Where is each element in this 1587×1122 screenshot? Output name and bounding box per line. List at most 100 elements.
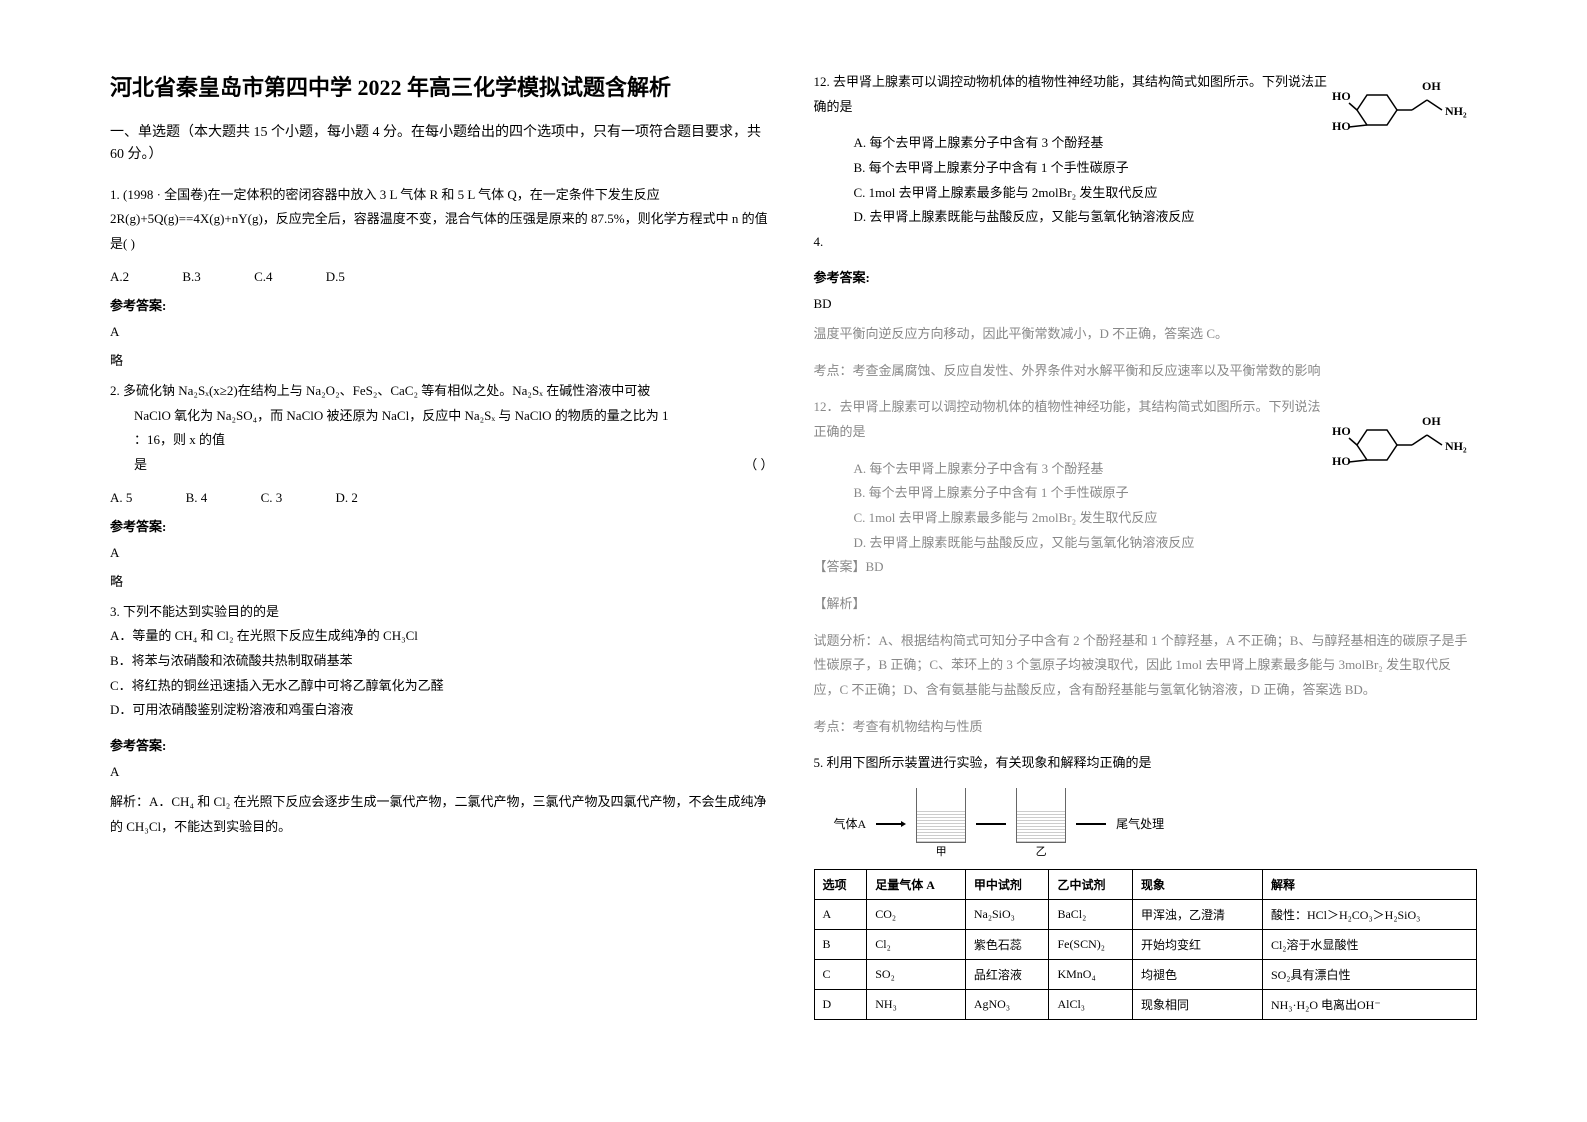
table-cell: AgNO₃	[965, 990, 1049, 1020]
q12-block: HO HO OH NH₂ 12. 去甲肾上腺素可以调控动物机体的植物性神经功能，…	[814, 70, 1478, 230]
apparatus-diagram: 气体A 甲 乙 尾气处理	[834, 788, 1478, 859]
th-1: 足量气体 A	[867, 870, 966, 900]
q1-optB: B.3	[182, 269, 200, 284]
q12-answer-label: 参考答案:	[814, 267, 1478, 286]
section-header: 一、单选题（本大题共 15 个小题，每小题 4 分。在每小题给出的四个选项中，只…	[110, 122, 774, 167]
th-4: 现象	[1133, 870, 1263, 900]
q3-optD: D．可用浓硝酸鉴别淀粉溶液和鸡蛋白溶液	[110, 698, 774, 723]
q2-optB: B. 4	[186, 490, 208, 505]
q12b-explain: 试题分析：A、根据结构简式可知分子中含有 2 个酚羟基和 1 个醇羟基，A 不正…	[814, 629, 1478, 703]
q12b-block: HO HO OH NH₂ 12．去甲肾上腺素可以调控动物机体的植物性神经功能，其…	[814, 395, 1478, 555]
q1-explain: 略	[110, 350, 774, 369]
svg-text:HO: HO	[1332, 89, 1351, 103]
q2-answer: A	[110, 545, 774, 561]
q12b-point: 考点：考查有机物结构与性质	[814, 715, 1478, 740]
q2-options: A. 5 B. 4 C. 3 D. 2	[110, 490, 774, 506]
q2-line3: ：16，则 x 的值	[134, 428, 774, 453]
question-1: 1. (1998 · 全国卷)在一定体积的密闭容器中放入 3 L 气体 R 和 …	[110, 183, 774, 257]
right-column: HO HO OH NH₂ 12. 去甲肾上腺素可以调控动物机体的植物性神经功能，…	[794, 70, 1498, 1082]
svg-text:OH: OH	[1422, 79, 1441, 93]
th-5: 解释	[1262, 870, 1476, 900]
svg-text:HO: HO	[1332, 119, 1351, 133]
q5-text: 5. 利用下图所示装置进行实验，有关现象和解释均正确的是	[814, 751, 1478, 776]
q12b-answer-label: 【答案】BD	[814, 555, 1478, 580]
table-cell: 酸性：HCl＞H₂CO₃＞H₂SiO₃	[1262, 900, 1476, 930]
svg-text:HO: HO	[1332, 424, 1351, 438]
q12-explain2: 考点：考查金属腐蚀、反应自发性、外界条件对水解平衡和反应速率以及平衡常数的影响	[814, 359, 1478, 384]
table-cell: Cl₂溶于水显酸性	[1262, 930, 1476, 960]
table-cell: NH₃	[867, 990, 966, 1020]
table-cell: A	[814, 900, 867, 930]
beaker2-label: 乙	[1016, 843, 1066, 859]
table-cell: C	[814, 960, 867, 990]
experiment-table: 选项 足量气体 A 甲中试剂 乙中试剂 现象 解释 ACO₂Na₂SiO₃BaC…	[814, 869, 1478, 1020]
molecule-diagram-2: HO HO OH NH₂	[1327, 410, 1477, 485]
q1-optA: A.2	[110, 269, 129, 284]
q2-optD: D. 2	[335, 490, 357, 505]
table-cell: B	[814, 930, 867, 960]
q2-optA: A. 5	[110, 490, 132, 505]
q2-line4: 是	[134, 453, 147, 478]
q12b-optC: C. 1mol 去甲肾上腺素最多能与 2molBr₂ 发生取代反应	[854, 506, 1478, 531]
gas-a-label: 气体A	[834, 815, 867, 832]
q3-answer: A	[110, 764, 774, 780]
table-cell: 现象相同	[1133, 990, 1263, 1020]
svg-text:NH₂: NH₂	[1445, 439, 1467, 453]
th-3: 乙中试剂	[1049, 870, 1133, 900]
table-cell: BaCl₂	[1049, 900, 1133, 930]
table-cell: KMnO₄	[1049, 960, 1133, 990]
th-0: 选项	[814, 870, 867, 900]
page-title: 河北省秦皇岛市第四中学 2022 年高三化学模拟试题含解析	[110, 70, 774, 102]
q3-optA: A．等量的 CH₄ 和 Cl₂ 在光照下反应生成纯净的 CH₃Cl	[110, 624, 774, 649]
beaker-1	[916, 788, 966, 843]
question-3: 3. 下列不能达到实验目的的是 A．等量的 CH₄ 和 Cl₂ 在光照下反应生成…	[110, 600, 774, 723]
q2-answer-label: 参考答案:	[110, 516, 774, 535]
q3-answer-label: 参考答案:	[110, 735, 774, 754]
tail-gas-label: 尾气处理	[1116, 815, 1164, 832]
q12-optB: B. 每个去甲肾上腺素分子中含有 1 个手性碳原子	[854, 156, 1478, 181]
q12-optC: C. 1mol 去甲肾上腺素最多能与 2molBr₂ 发生取代反应	[854, 181, 1478, 206]
q3-optC: C．将红热的铜丝迅速插入无水乙醇中可将乙醇氧化为乙醛	[110, 674, 774, 699]
table-cell: Na₂SiO₃	[965, 900, 1049, 930]
molecule-diagram-1: HO HO OH NH₂	[1327, 75, 1477, 150]
q1-text: 1. (1998 · 全国卷)在一定体积的密闭容器中放入 3 L 气体 R 和 …	[110, 187, 768, 251]
q1-answer-label: 参考答案:	[110, 295, 774, 314]
q2-line2: NaClO 氧化为 Na₂SO₄，而 NaClO 被还原为 NaCl，反应中 N…	[134, 404, 774, 429]
table-cell: D	[814, 990, 867, 1020]
q12b-explain-label: 【解析】	[814, 592, 1478, 617]
table-cell: SO₂	[867, 960, 966, 990]
question-2: 2. 多硫化钠 Na₂Sₓ(x≥2)在结构上与 Na₂O₂、FeS₂、CaC₂ …	[110, 379, 774, 478]
q2-line1: 2. 多硫化钠 Na₂Sₓ(x≥2)在结构上与 Na₂O₂、FeS₂、CaC₂ …	[110, 379, 774, 404]
th-2: 甲中试剂	[965, 870, 1049, 900]
q4-num: 4.	[814, 230, 1478, 255]
q1-optD: D.5	[326, 269, 345, 284]
q1-options: A.2 B.3 C.4 D.5	[110, 269, 774, 285]
beaker1-label: 甲	[916, 843, 966, 859]
svg-text:NH₂: NH₂	[1445, 104, 1467, 118]
table-cell: 均褪色	[1133, 960, 1263, 990]
q1-answer: A	[110, 324, 774, 340]
q12-optD: D. 去甲肾上腺素既能与盐酸反应，又能与氢氧化钠溶液反应	[854, 205, 1478, 230]
q12-answer: BD	[814, 296, 1478, 312]
svg-text:HO: HO	[1332, 454, 1351, 468]
q2-optC: C. 3	[261, 490, 283, 505]
q3-explain: 解析：A．CH₄ 和 Cl₂ 在光照下反应会逐步生成一氯代产物，二氯代产物，三氯…	[110, 790, 774, 839]
q3-text: 3. 下列不能达到实验目的的是	[110, 600, 774, 625]
table-cell: 紫色石蕊	[965, 930, 1049, 960]
table-row: CSO₂品红溶液KMnO₄均褪色SO₂具有漂白性	[814, 960, 1477, 990]
beaker-2	[1016, 788, 1066, 843]
table-cell: Fe(SCN)₂	[1049, 930, 1133, 960]
q12b-optD: D. 去甲肾上腺素既能与盐酸反应，又能与氢氧化钠溶液反应	[854, 531, 1478, 556]
table-cell: 开始均变红	[1133, 930, 1263, 960]
table-cell: Cl₂	[867, 930, 966, 960]
q3-optB: B．将苯与浓硝酸和浓硫酸共热制取硝基苯	[110, 649, 774, 674]
table-cell: 甲浑浊，乙澄清	[1133, 900, 1263, 930]
svg-text:OH: OH	[1422, 414, 1441, 428]
table-row: DNH₃AgNO₃AlCl₃现象相同NH₃·H₂O 电离出OH⁻	[814, 990, 1477, 1020]
q2-explain: 略	[110, 571, 774, 590]
table-cell: CO₂	[867, 900, 966, 930]
q1-optC: C.4	[254, 269, 272, 284]
q12-explain1: 温度平衡向逆反应方向移动，因此平衡常数减小，D 不正确，答案选 C。	[814, 322, 1478, 347]
table-row: BCl₂紫色石蕊Fe(SCN)₂开始均变红Cl₂溶于水显酸性	[814, 930, 1477, 960]
q2-line4-row: 是 （ ）	[134, 453, 774, 478]
